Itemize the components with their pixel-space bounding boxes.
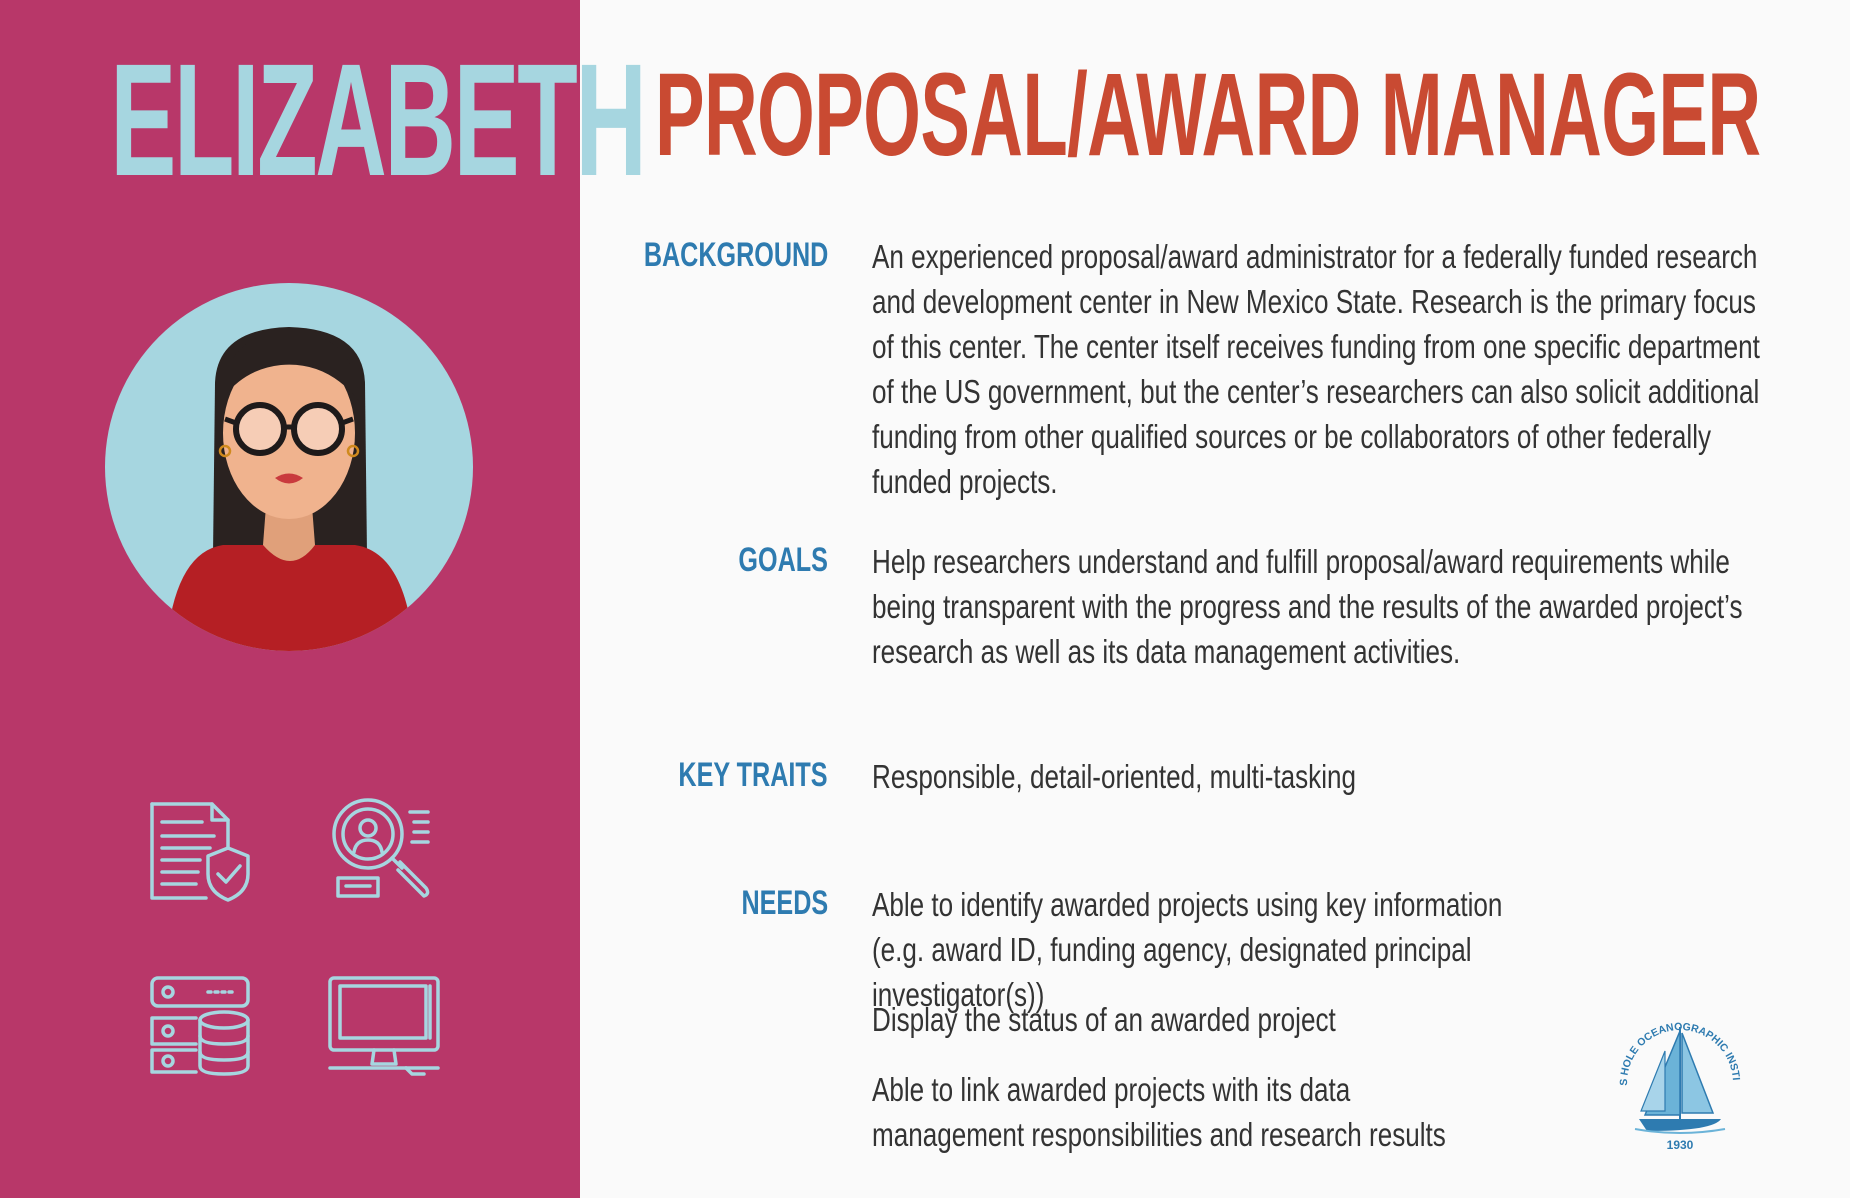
background-text: An experienced proposal/award administra… xyxy=(872,238,1760,500)
secure-document-icon xyxy=(148,800,252,902)
key-traits-label: KEY TRAITS xyxy=(678,756,828,794)
user-search-icon xyxy=(330,796,434,900)
persona-role-title: PROPOSAL/AWARD MANAGER xyxy=(655,49,1761,181)
logo-year: 1930 xyxy=(1667,1138,1694,1152)
needs-label: NEEDS xyxy=(741,884,828,922)
computer-monitor-icon xyxy=(326,974,442,1076)
database-server-icon xyxy=(148,974,252,1076)
persona-sidebar: ELIZABETH xyxy=(0,0,647,1198)
needs-item: Able to identify awarded projects using … xyxy=(872,886,1503,1013)
key-traits-text: Responsible, detail-oriented, multi-task… xyxy=(872,758,1356,795)
avatar xyxy=(105,283,473,651)
goals-text: Help researchers understand and fulfill … xyxy=(872,543,1743,670)
needs-item: Display the status of an awarded project xyxy=(872,1001,1336,1038)
background-label: BACKGROUND xyxy=(643,236,828,274)
needs-item: Able to link awarded projects with its d… xyxy=(872,1071,1446,1153)
persona-name: ELIZABETH xyxy=(110,30,647,209)
goals-label: GOALS xyxy=(738,541,828,579)
whoi-logo: WOODS HOLE OCEANOGRAPHIC INSTITUTION 193… xyxy=(1600,994,1755,1153)
